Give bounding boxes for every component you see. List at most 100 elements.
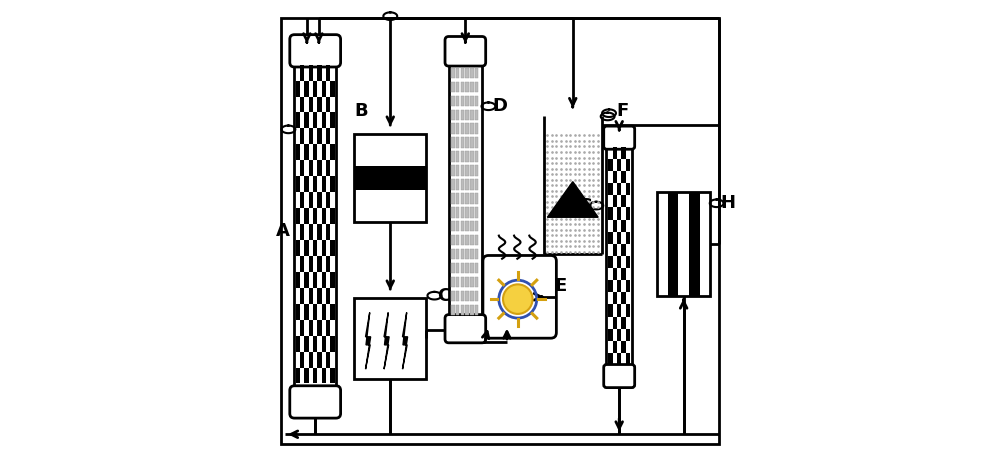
Bar [309, 65, 313, 81]
Bar [300, 256, 304, 272]
Bar [456, 235, 459, 245]
Bar [621, 195, 626, 207]
Bar [475, 96, 478, 106]
Bar [309, 97, 313, 113]
Bar [330, 145, 335, 160]
Bar [330, 208, 335, 224]
Bar [451, 137, 455, 148]
Bar [613, 316, 617, 328]
Bar [626, 159, 630, 171]
Bar [330, 81, 335, 97]
Bar [608, 159, 613, 171]
Bar [456, 96, 459, 106]
Bar [304, 240, 309, 256]
Bar [461, 152, 464, 162]
Bar [304, 145, 309, 160]
Bar [451, 221, 455, 231]
Bar [470, 304, 474, 315]
Bar [613, 171, 617, 183]
Bar [300, 352, 304, 368]
Text: A: A [276, 222, 290, 240]
Polygon shape [384, 312, 389, 369]
Bar [330, 304, 335, 320]
Bar [456, 123, 459, 134]
Bar [304, 368, 309, 383]
Bar [617, 353, 621, 365]
Bar [326, 352, 330, 368]
Bar [300, 65, 304, 81]
Bar [461, 123, 464, 134]
Bar [626, 328, 630, 341]
Bar [456, 109, 459, 120]
Bar [608, 183, 613, 195]
Bar [470, 263, 474, 274]
Bar [296, 368, 300, 383]
Bar [304, 81, 309, 97]
Bar [470, 179, 474, 190]
Bar [313, 176, 317, 192]
Bar [475, 291, 478, 301]
Bar [309, 320, 313, 335]
Bar [461, 263, 464, 274]
Bar [322, 335, 326, 352]
Bar [326, 65, 330, 81]
Bar [461, 68, 464, 78]
Bar [626, 232, 630, 244]
Bar [617, 207, 621, 219]
Bar [626, 280, 630, 292]
Bar [470, 96, 474, 106]
Bar [313, 81, 317, 97]
Bar [461, 82, 464, 92]
Bar [461, 96, 464, 106]
Bar [317, 128, 322, 144]
Bar [475, 82, 478, 92]
Bar [475, 137, 478, 148]
Bar [313, 113, 317, 128]
Bar [326, 288, 330, 304]
Bar [322, 113, 326, 128]
Bar [451, 207, 455, 218]
Bar [456, 207, 459, 218]
Bar [465, 68, 469, 78]
Bar [626, 304, 630, 316]
Bar [317, 320, 322, 335]
Bar [296, 335, 300, 352]
Bar [613, 341, 617, 353]
FancyBboxPatch shape [604, 126, 635, 149]
Bar [465, 277, 469, 287]
Bar [465, 152, 469, 162]
Bar [606, 141, 632, 372]
Bar [461, 179, 464, 190]
Bar [470, 221, 474, 231]
Bar [451, 96, 455, 106]
Bar [465, 207, 469, 218]
FancyBboxPatch shape [290, 386, 341, 418]
Bar [626, 256, 630, 268]
Bar [296, 113, 300, 128]
Bar [322, 145, 326, 160]
Bar [313, 304, 317, 320]
Bar [456, 221, 459, 231]
Bar [475, 109, 478, 120]
Bar [617, 183, 621, 195]
Bar [451, 179, 455, 190]
Bar [451, 165, 455, 176]
Bar [456, 277, 459, 287]
Text: H: H [720, 195, 735, 212]
Text: B: B [355, 102, 368, 120]
Bar [304, 208, 309, 224]
Bar [354, 134, 426, 222]
Polygon shape [403, 312, 408, 369]
Bar [608, 232, 613, 244]
Bar [322, 368, 326, 383]
Bar [475, 179, 478, 190]
Bar [608, 207, 613, 219]
Bar [451, 68, 455, 78]
Bar [326, 160, 330, 176]
Bar [451, 193, 455, 204]
Bar [296, 208, 300, 224]
Bar [451, 304, 455, 315]
Bar [300, 160, 304, 176]
Bar [470, 235, 474, 245]
Bar [470, 291, 474, 301]
